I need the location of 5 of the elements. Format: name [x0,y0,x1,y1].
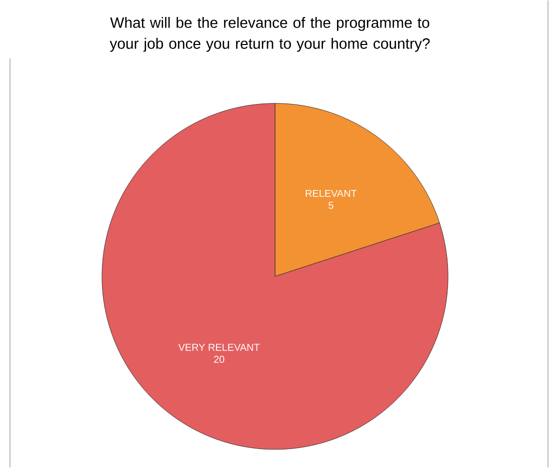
data-label: 5 [328,202,334,209]
chart-title: What will be the relevance of the programme to your job once you return to your home country? [110,17,430,52]
slice-label: VERY RELEVANT [178,344,260,351]
slice-label: RELEVANT [306,190,357,197]
data-label: 20 [214,356,224,363]
